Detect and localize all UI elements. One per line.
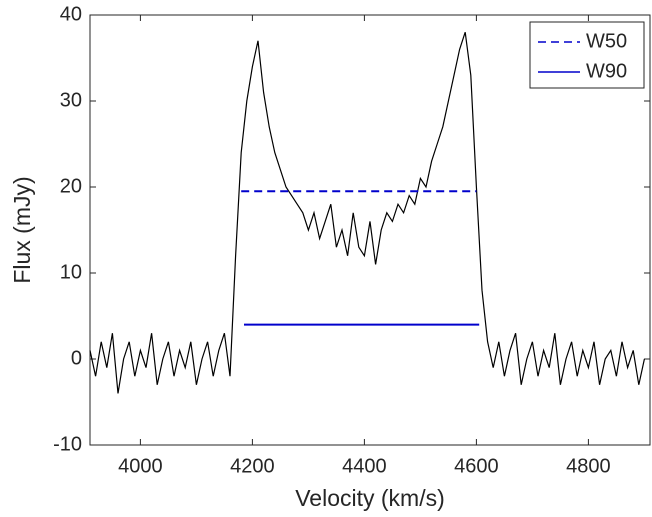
x-axis-label: Velocity (km/s) — [295, 485, 445, 511]
x-tick-label: 4000 — [118, 455, 163, 477]
y-tick-label: 0 — [71, 347, 82, 369]
y-axis-label: Flux (mJy) — [9, 176, 35, 283]
y-tick-label: -10 — [53, 433, 82, 455]
legend-label: W50 — [586, 30, 627, 52]
y-tick-label: 10 — [60, 261, 82, 283]
x-tick-label: 4800 — [566, 455, 611, 477]
x-tick-label: 4200 — [230, 455, 275, 477]
y-tick-label: 30 — [60, 89, 82, 111]
legend-box — [529, 21, 645, 89]
plot-area — [89, 14, 651, 446]
spectrum — [89, 32, 645, 394]
x-tick-label: 4400 — [342, 455, 387, 477]
y-tick-label: 20 — [60, 175, 82, 197]
y-tick-label: 40 — [60, 3, 82, 25]
legend-label: W90 — [586, 60, 627, 82]
x-tick-label: 4600 — [454, 455, 499, 477]
